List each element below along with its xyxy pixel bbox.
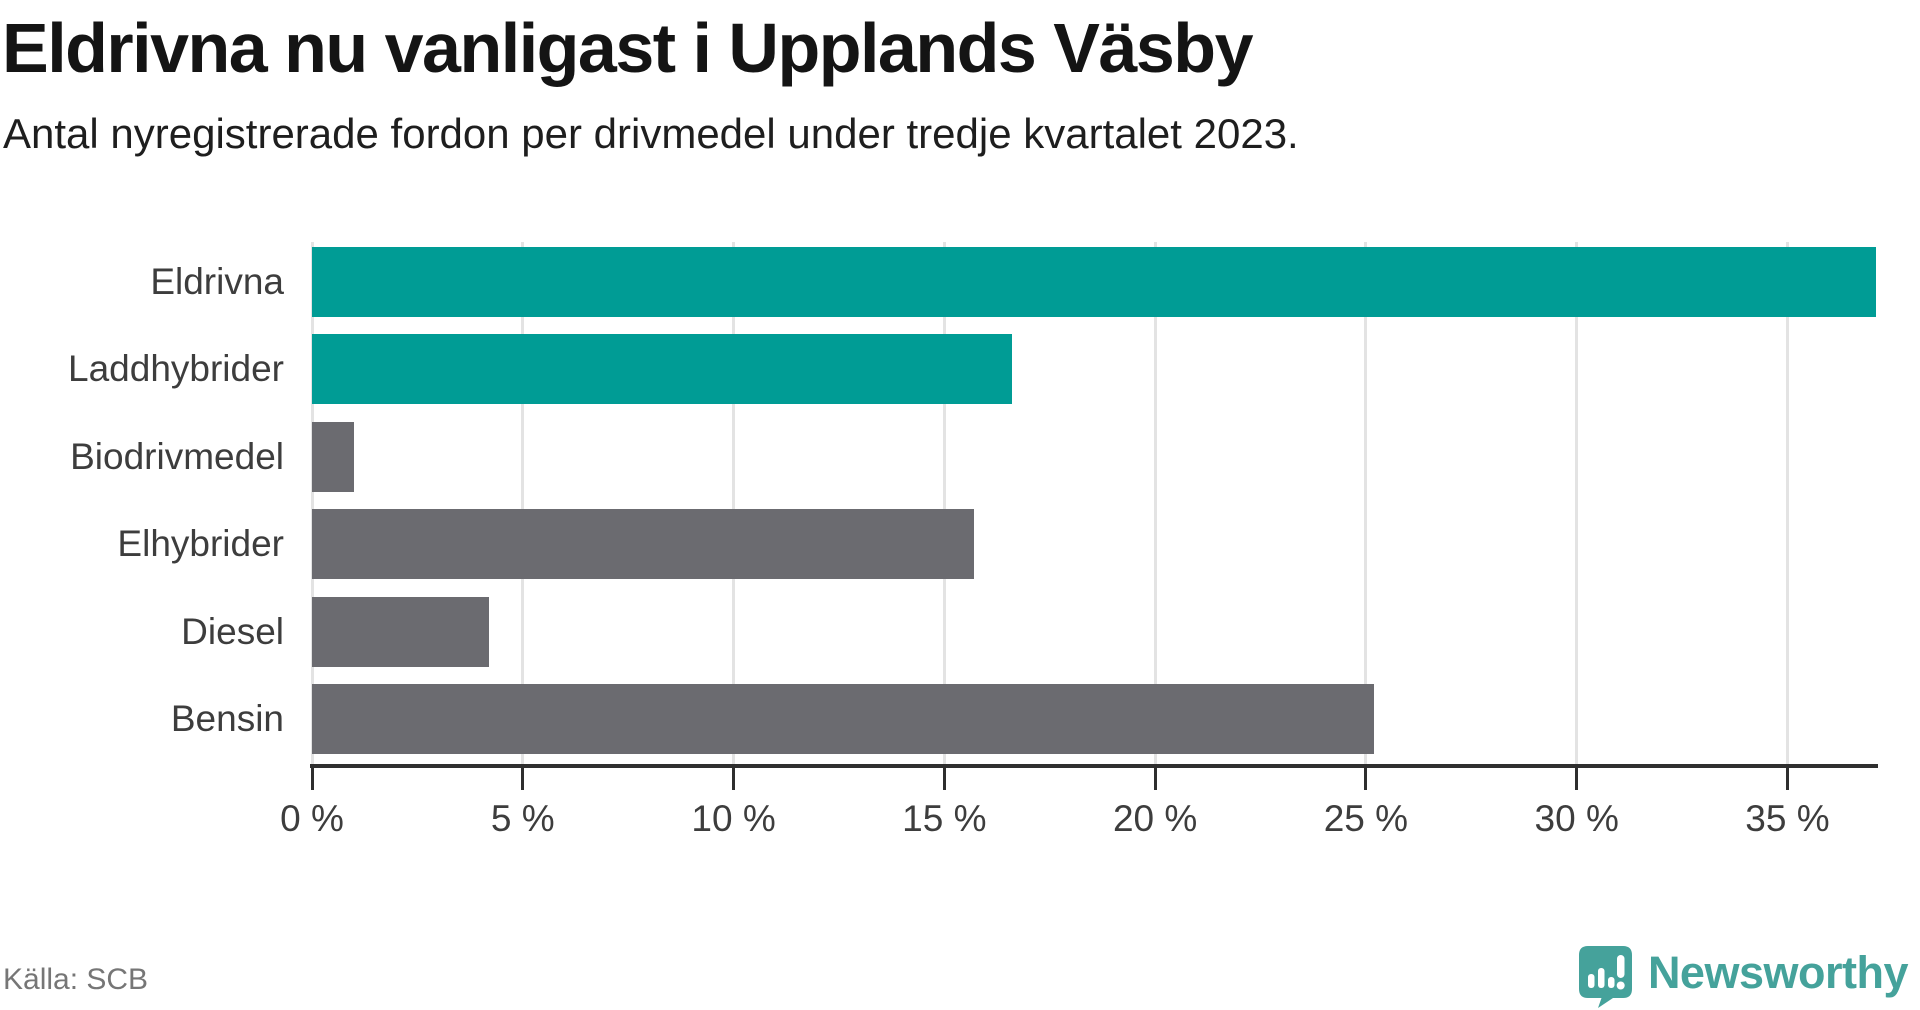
x-tick-mark <box>521 768 525 790</box>
x-tick-label: 5 % <box>490 798 555 839</box>
category-label: Elhybrider <box>117 523 284 564</box>
x-tick-label: 15 % <box>902 798 987 839</box>
bar-elhybrider <box>312 509 974 579</box>
x-tick-label: 0 % <box>280 798 344 839</box>
category-label: Diesel <box>181 610 284 652</box>
x-tick-mark <box>1785 768 1789 790</box>
bar-eldrivna <box>312 246 1876 317</box>
category-label: Eldrivna <box>150 260 284 302</box>
gridline <box>732 242 736 764</box>
bar-biodrivmedel <box>312 421 355 492</box>
x-tick-label: 30 % <box>1534 798 1619 839</box>
gridline <box>1153 242 1157 764</box>
bar-diesel <box>312 596 490 667</box>
x-tick-mark <box>310 768 314 790</box>
page-title: Eldrivna nu vanligast i Upplands Väsby <box>2 9 1254 87</box>
x-tick-mark <box>1364 768 1368 790</box>
x-tick-mark <box>1575 768 1579 790</box>
newsworthy-logo-icon <box>1578 946 1632 1008</box>
x-tick-label: 10 % <box>691 798 776 839</box>
category-label: Bensin <box>170 698 284 739</box>
x-tick-label: 20 % <box>1112 798 1198 839</box>
page-subtitle: Antal nyregistrerade fordon per drivmede… <box>3 110 1299 157</box>
source-note: Källa: SCB <box>3 963 149 996</box>
gridline <box>1364 242 1368 764</box>
x-tick-label: 35 % <box>1745 798 1830 839</box>
gridline <box>1575 242 1579 764</box>
x-tick-label: 25 % <box>1323 798 1409 839</box>
x-tick-mark <box>942 768 946 790</box>
gridline <box>310 242 314 764</box>
x-tick-mark <box>732 768 736 790</box>
gridline <box>1785 242 1789 764</box>
gridline <box>521 242 525 764</box>
brand-name: Newsworthy <box>1647 946 1909 998</box>
bar-laddhybrider <box>312 334 1012 404</box>
category-label: Biodrivmedel <box>70 435 284 477</box>
bar-bensin <box>312 684 1375 754</box>
brand-lockup: Newsworthy <box>1578 946 1909 1008</box>
x-axis-line <box>310 764 1878 768</box>
x-tick-mark <box>1153 768 1157 790</box>
category-label: Laddhybrider <box>68 348 284 389</box>
gridline <box>942 242 946 764</box>
